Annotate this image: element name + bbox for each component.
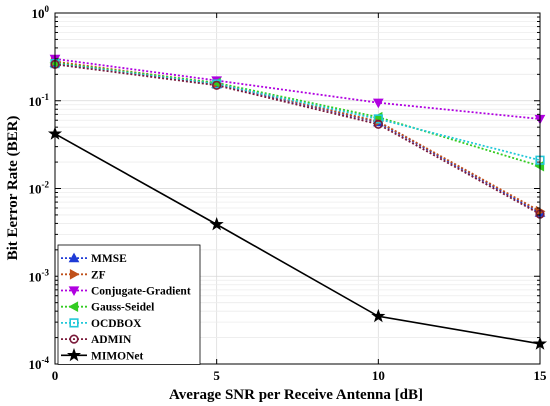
y-tick-label: 10-3 <box>29 267 50 284</box>
legend-box <box>57 244 201 365</box>
y-tick-label: 100 <box>32 4 50 21</box>
legend-label: MIMONet <box>91 350 144 362</box>
data-point-admin <box>212 80 222 90</box>
legend-label: Gauss-Seidel <box>91 302 154 314</box>
series-line-ocdbox <box>54 62 541 162</box>
x-tick-label: 5 <box>213 368 220 383</box>
legend-marker-mmse <box>68 252 80 263</box>
axis-ticks <box>54 12 541 365</box>
y-tick-label: 10-1 <box>29 92 50 109</box>
data-point-admin <box>373 119 383 129</box>
legend-marker-zf <box>69 268 80 280</box>
x-tick-labels: 0 5 10 15 <box>52 368 547 383</box>
series-line-admin <box>54 63 541 215</box>
data-point-ocdbox <box>373 114 383 124</box>
data-point-conjugate-gradient <box>372 98 384 109</box>
legend: MMSE ZF Conjugate-Gradient Gauss-Seidel … <box>57 244 201 365</box>
series-line-mimonet <box>54 133 541 345</box>
y-axis-label: Bit Eerror Rate (BER) <box>5 116 21 261</box>
legend-marker-gauss-seidel <box>68 301 79 313</box>
legend-label: MMSE <box>91 253 127 265</box>
legend-label: ADMIN <box>91 334 132 346</box>
x-tick-label: 10 <box>372 368 385 383</box>
legend-marker-admin <box>69 334 79 344</box>
legend-marker-conjugate-gradient <box>68 286 80 297</box>
y-tick-labels: 100 10-1 10-2 10-3 10-4 <box>29 4 50 372</box>
x-tick-label: 0 <box>52 368 59 383</box>
series-line-conjugate-gradient <box>54 57 541 120</box>
legend-label: ZF <box>91 269 106 281</box>
legend-marker-ocdbox <box>69 318 79 328</box>
data-point-mimonet <box>371 308 386 323</box>
legend-label: Conjugate-Gradient <box>91 286 191 298</box>
legend-swatches <box>61 252 87 362</box>
data-point-mimonet <box>209 216 224 231</box>
x-tick-label: 15 <box>534 368 548 383</box>
legend-marker-mimonet <box>66 347 82 362</box>
series-markers <box>47 54 548 350</box>
y-tick-label: 10-2 <box>29 180 50 197</box>
y-tick-label: 10-4 <box>29 355 50 372</box>
series-lines <box>54 57 541 345</box>
x-axis-label: Average SNR per Receive Antenna [dB] <box>169 387 423 403</box>
legend-label: OCDBOX <box>91 318 142 330</box>
series-line-gauss-seidel <box>54 62 541 167</box>
